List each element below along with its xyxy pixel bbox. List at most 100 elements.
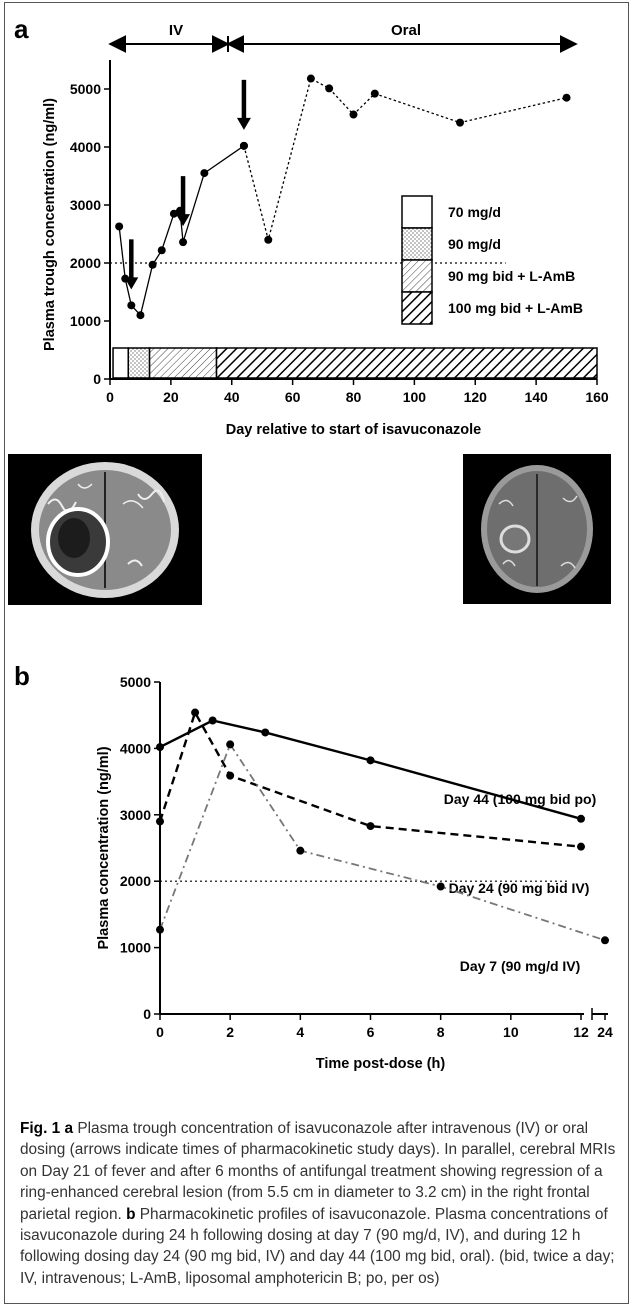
chart-a-x-axis-label: Day relative to start of isavuconazole — [226, 422, 481, 438]
chart-a-point — [115, 222, 124, 231]
chart-b-series-point — [156, 817, 164, 826]
caption-b-text: Pharmacokinetic profiles of isavuconazol… — [20, 1205, 615, 1287]
phase-oral-label: Oral — [391, 22, 421, 39]
chart-b-y-tick-label: 3000 — [120, 807, 151, 823]
chart-a-point — [179, 238, 188, 247]
chart-a-x-tick-label: 40 — [224, 389, 240, 405]
chart-a-point — [562, 93, 571, 102]
chart-b-x-tick-label: 10 — [503, 1024, 519, 1040]
chart-b-series-point — [191, 708, 200, 717]
chart-a: 0 1000 2000 3000 4000 5000 0 20 40 60 80 100 120 140 1… — [42, 60, 609, 438]
chart-a-line-solid — [118, 145, 245, 317]
chart-a-y-tick-label: 0 — [93, 371, 101, 387]
chart-b-y-tick-label: 0 — [143, 1006, 151, 1022]
chart-b-x-tick-label: 24 — [597, 1024, 613, 1040]
chart-a-y-axis-label: Plasma trough concentration (ng/ml) — [42, 98, 58, 351]
chart-b-series-point — [436, 882, 445, 891]
legend-label-2: 90 mg/d — [448, 236, 501, 252]
pk-day-arrow-head — [124, 277, 139, 290]
chart-b-y-tick-label: 1000 — [120, 940, 151, 956]
chart-b-y-tick-label: 5000 — [120, 674, 151, 690]
chart-b-x-tick-label: 4 — [296, 1024, 304, 1040]
chart-b-y-tick-label: 4000 — [120, 740, 151, 756]
dosing-bar-1 — [112, 347, 130, 379]
chart-b-series-point — [366, 822, 375, 831]
chart-b-series-label-1: Day 44 (100 mg bid po) — [444, 791, 596, 807]
chart-a-y-tick-label: 4000 — [70, 139, 101, 155]
dosing-bar-4 — [215, 347, 598, 379]
chart-a-x-tick-label: 80 — [346, 389, 362, 405]
pk-day-arrow-head — [236, 117, 251, 130]
mri-before-image — [8, 454, 202, 605]
chart-b-series-point — [601, 936, 609, 945]
chart-b-x-tick-label: 8 — [437, 1024, 445, 1040]
legend-label-4: 100 mg bid + L-AmB — [448, 300, 583, 316]
chart-a-point — [200, 169, 209, 178]
caption-a-text: Plasma trough concentration of isavucona… — [20, 1120, 616, 1223]
chart-a-point — [157, 246, 166, 255]
chart-b-x-tick-label: 2 — [226, 1024, 234, 1040]
phase-iv-label: IV — [169, 22, 183, 39]
chart-b-series-label-2: Day 24 (90 mg bid IV) — [449, 880, 590, 896]
chart-a-point — [239, 141, 248, 150]
chart-a-point — [325, 84, 334, 93]
chart-b-series-point — [366, 756, 375, 765]
chart-a-legend: 70 mg/d 90 mg/d 90 mg bid + L-AmB 100 mg bi… — [401, 195, 583, 325]
figure-caption: Fig. 1 a Plasma trough concentration of … — [20, 1118, 620, 1289]
chart-b-series-point — [226, 740, 235, 749]
chart-b-series-label-3: Day 7 (90 mg/d IV) — [460, 958, 581, 974]
chart-b-series-point — [156, 743, 164, 752]
chart-a-point — [148, 260, 157, 269]
chart-a-x-tick-label: 0 — [106, 389, 114, 405]
chart-b-series-point — [577, 842, 585, 851]
chart-b-series-point — [296, 846, 305, 855]
chart-a-x-tick-label: 60 — [285, 389, 301, 405]
chart-b-series-point — [208, 716, 217, 725]
figure-frame — [4, 2, 629, 1304]
caption-a-label: a — [64, 1120, 74, 1137]
chart-a-y-tick-label: 1000 — [70, 313, 101, 329]
chart-a-point — [264, 235, 273, 244]
caption-b-label: b — [126, 1205, 136, 1223]
chart-b-series-point — [156, 925, 164, 934]
chart-a-point — [456, 118, 465, 127]
panel-b-letter: b — [14, 661, 30, 691]
chart-b-y-axis-label: Plasma concentration (ng/ml) — [96, 746, 112, 949]
caption-fig-label: Fig. 1 — [20, 1120, 61, 1137]
chart-a-point — [127, 301, 136, 310]
chart-b-series-point — [226, 771, 235, 780]
chart-a-point — [306, 74, 315, 83]
panel-a-letter: a — [14, 14, 29, 44]
chart-b-x-tick-label: 0 — [156, 1024, 164, 1040]
legend-swatch-3 — [401, 259, 433, 293]
dosing-bar-2 — [127, 347, 151, 379]
chart-b-x-tick-label: 6 — [367, 1024, 375, 1040]
chart-a-x-tick-label: 100 — [403, 389, 427, 405]
chart-a-point — [370, 89, 379, 98]
chart-a-line-dotted — [243, 77, 567, 243]
chart-b-series-point — [261, 728, 270, 737]
chart-a-y-tick-label: 5000 — [70, 81, 101, 97]
pk-day-arrow-head — [176, 214, 191, 227]
legend-swatch-1 — [401, 195, 433, 229]
chart-a-point — [349, 110, 358, 119]
chart-a-x-tick-label: 140 — [524, 389, 548, 405]
chart-a-x-tick-label: 120 — [464, 389, 488, 405]
dosing-bar-3 — [148, 347, 218, 379]
chart-b-x-tick-label: 12 — [573, 1024, 589, 1040]
chart-b-y-tick-label: 2000 — [120, 873, 151, 889]
chart-a-point — [169, 209, 178, 218]
chart-a-y-tick-label: 3000 — [70, 197, 101, 213]
chart-b-x-axis-label: Time post-dose (h) — [316, 1056, 446, 1072]
chart-a-y-tick-label: 2000 — [70, 255, 101, 271]
legend-swatch-2 — [401, 227, 433, 261]
chart-b-series-point — [577, 814, 585, 823]
chart-a-x-tick-label: 160 — [585, 389, 609, 405]
legend-label-1: 70 mg/d — [448, 204, 501, 220]
legend-label-3: 90 mg bid + L-AmB — [448, 268, 575, 284]
chart-a-point — [136, 311, 145, 320]
mri-after-image — [463, 454, 611, 604]
legend-swatch-4 — [401, 291, 433, 325]
